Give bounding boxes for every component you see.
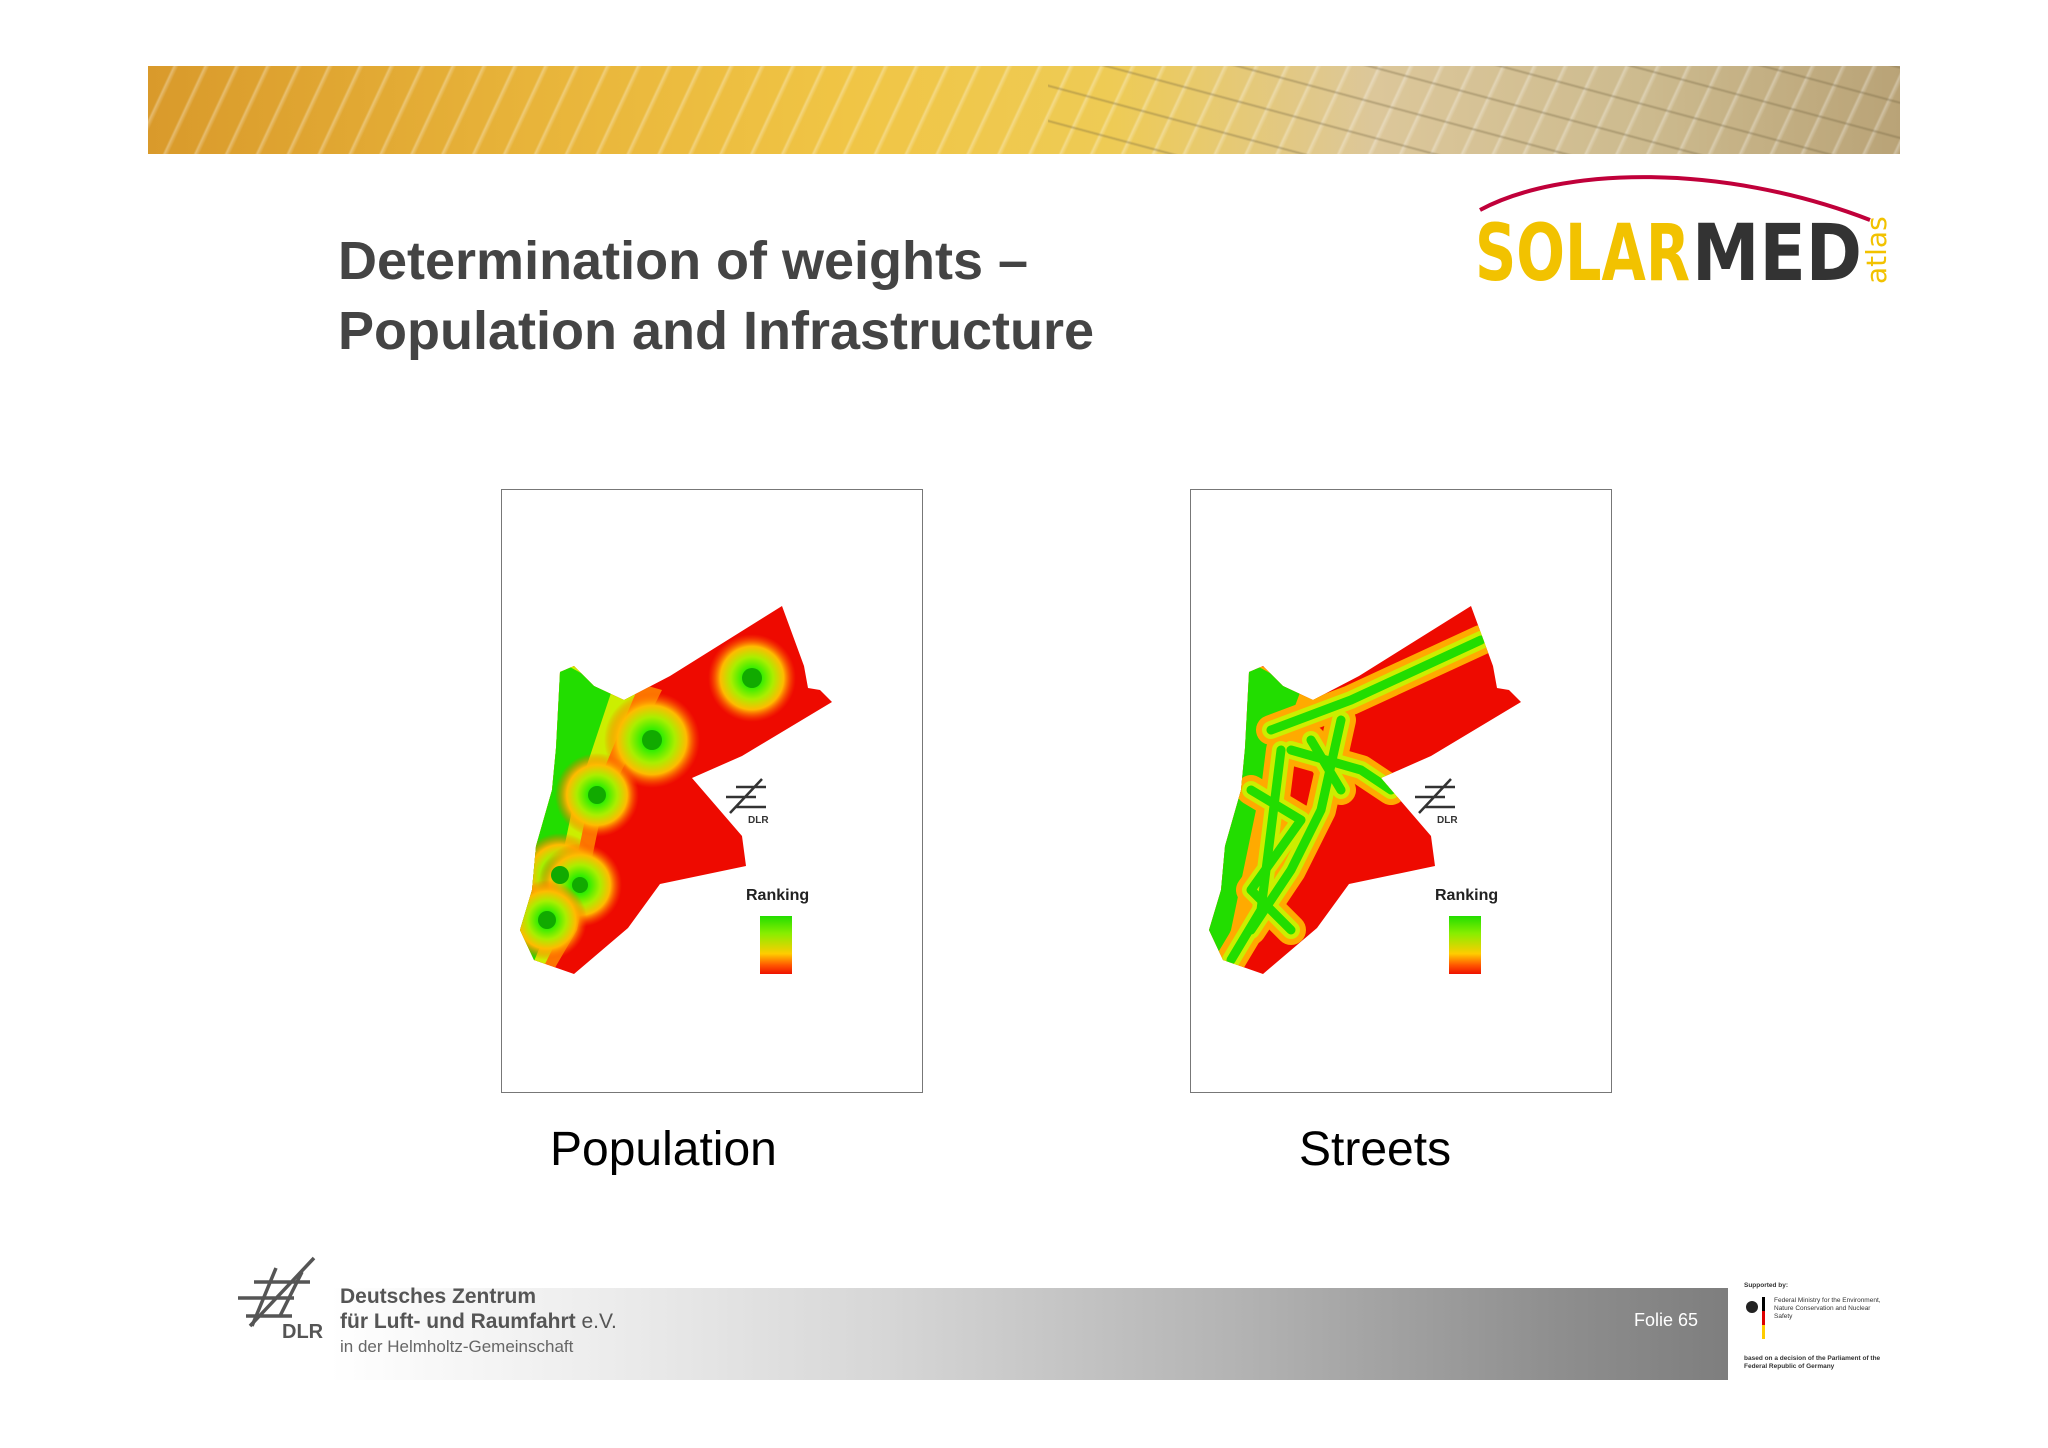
streets-map: DLR Ranking bbox=[1190, 489, 1612, 1093]
page-number: Folie 65 bbox=[1634, 1310, 1699, 1330]
dlr-watermark-label: DLR bbox=[1437, 815, 1458, 826]
dlr-watermark-icon bbox=[1415, 778, 1455, 814]
ministry-support-logo: Supported by: Federal Ministry for the E… bbox=[1744, 1282, 1894, 1371]
title-line-1: Determination of weights – bbox=[338, 231, 1029, 291]
org-line-1: Deutsches Zentrum bbox=[340, 1285, 537, 1308]
supported-by-label: Supported by: bbox=[1744, 1282, 1789, 1289]
dlr-watermark-label: DLR bbox=[748, 815, 769, 826]
ministry-block: Federal Ministry for the Environment, Na… bbox=[1744, 1297, 1894, 1349]
ranking-legend-bar bbox=[760, 916, 792, 974]
org-line-2-main: für Luft- und Raumfahrt bbox=[340, 1310, 576, 1333]
solarmed-atlas-logo: SOLAR MED atlas bbox=[1475, 175, 1893, 292]
streets-map-graphic: DLR bbox=[1209, 606, 1521, 974]
logo-atlas-text: atlas bbox=[1860, 216, 1893, 284]
header-banner bbox=[148, 66, 1900, 154]
caption-streets: Streets bbox=[1299, 1123, 1452, 1176]
dlr-logo-icon: DLR bbox=[238, 1256, 324, 1340]
org-line-2-suffix: e.V. bbox=[581, 1310, 617, 1333]
legend-title: Ranking bbox=[746, 887, 810, 904]
dlr-org-name: Deutsches Zentrum für Luft- und Raumfahr… bbox=[340, 1284, 617, 1357]
footer-bar bbox=[330, 1288, 1728, 1380]
ranking-legend-bar bbox=[1449, 916, 1481, 974]
title-line-2: Population and Infrastructure bbox=[338, 301, 1095, 361]
banner-texture-panels bbox=[1048, 66, 1900, 154]
dlr-abbrev: DLR bbox=[282, 1321, 324, 1340]
dlr-watermark-icon bbox=[726, 778, 766, 814]
banner-texture bbox=[148, 66, 1900, 154]
logo-arc bbox=[1479, 175, 1871, 222]
slide-title: Determination of weights – Population an… bbox=[338, 226, 1094, 366]
caption-population: Population bbox=[550, 1123, 777, 1176]
german-eagle-flag-icon bbox=[1746, 1297, 1765, 1339]
org-line-2: für Luft- und Raumfahrt e.V. bbox=[340, 1309, 617, 1334]
ministry-name: Federal Ministry for the Environment, Na… bbox=[1774, 1297, 1881, 1320]
logo-solar-text: SOLAR bbox=[1475, 209, 1690, 292]
org-line-3: in der Helmholtz-Gemeinschaft bbox=[340, 1337, 574, 1356]
legend-title: Ranking bbox=[1435, 887, 1499, 904]
population-map: DLR Ranking bbox=[501, 489, 923, 1093]
population-map-graphic: DLR bbox=[520, 606, 832, 974]
parliament-decision: based on a decision of the Parliament of… bbox=[1744, 1355, 1881, 1370]
logo-med-text: MED bbox=[1692, 209, 1862, 292]
